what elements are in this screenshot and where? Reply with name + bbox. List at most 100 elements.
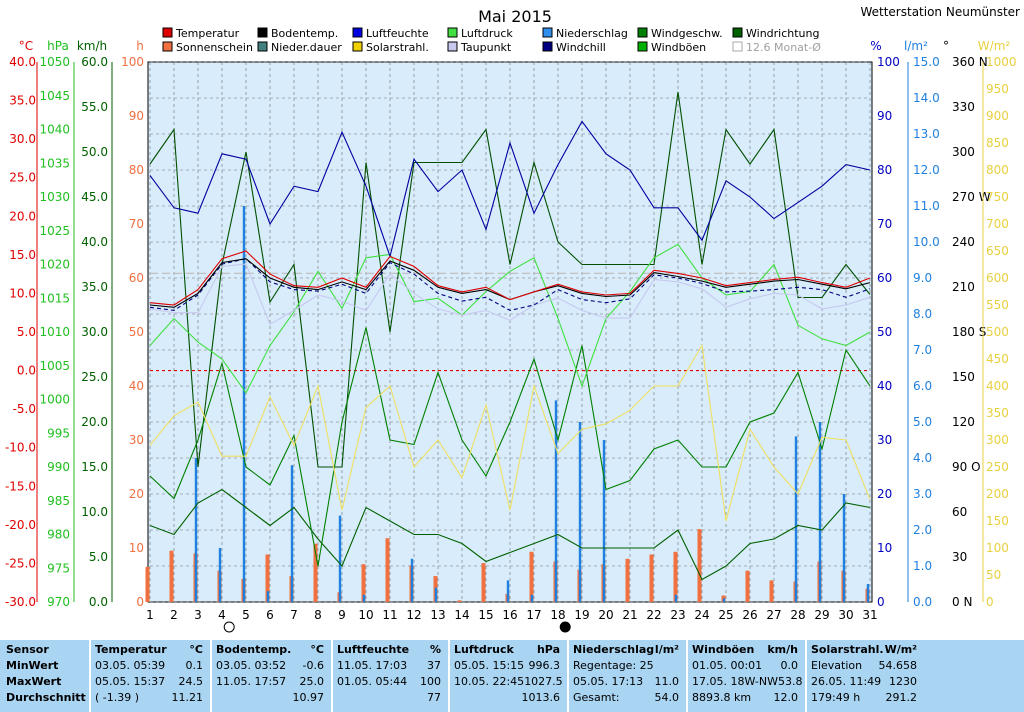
axis-tick-sunshine: 70 xyxy=(129,217,144,231)
summary-title: Luftfeuchte xyxy=(337,643,410,656)
summary-unit: hPa xyxy=(536,643,560,656)
axis-tick-pressure: 970 xyxy=(47,595,70,609)
axis-tick-direction: 360 N xyxy=(952,55,988,69)
summary-row: Elevation 54.658 xyxy=(811,658,917,674)
summary-cell-value: 24.5 xyxy=(178,675,204,688)
axis-tick-pressure: 995 xyxy=(47,426,70,440)
rain-bar xyxy=(722,598,726,602)
axis-tick-wind: 40.0 xyxy=(81,235,108,249)
axis-tick-humidity: 50 xyxy=(877,325,892,339)
rain-bar xyxy=(362,594,366,602)
axis-tick-wind: 45.0 xyxy=(81,190,108,204)
summary-cell-left: Regentage: 25 xyxy=(573,659,654,672)
summary-cell-value: 37 xyxy=(427,659,441,672)
x-tick-label: 2 xyxy=(170,608,178,622)
summary-cell-left: 26.05. 11:49 xyxy=(811,675,882,688)
summary-row: Regentage: 25 xyxy=(573,658,679,674)
legend-swatch xyxy=(352,27,363,38)
axis-tick-wind: 25.0 xyxy=(81,370,108,384)
axis-tick-wind: 30.0 xyxy=(81,325,108,339)
axis-tick-solar: 400 xyxy=(986,379,1009,393)
axis-tick-humidity: 20 xyxy=(877,487,892,501)
summary-cell-value: 0.0 xyxy=(780,659,799,672)
x-tick-label: 14 xyxy=(454,608,469,622)
summary-cell-value: 77 xyxy=(427,691,441,704)
legend-label: Windgeschw. xyxy=(651,27,723,40)
summary-title: Windböen xyxy=(692,643,755,656)
legend-swatch xyxy=(352,41,363,52)
axis-tick-humidity: 60 xyxy=(877,271,892,285)
axis-tick-rain: 3.0 xyxy=(913,487,932,501)
row-label: Sensor xyxy=(6,643,49,656)
summary-cell-value: 1027.5 xyxy=(524,675,563,688)
axis-tick-direction: 270 W xyxy=(952,190,991,204)
axis-tick-temp: 10.0 xyxy=(9,286,36,300)
axis-tick-rain: 9.0 xyxy=(913,271,932,285)
rain-bar xyxy=(290,465,294,602)
sunshine-bar xyxy=(673,551,678,602)
legend-swatch xyxy=(637,27,648,38)
axis-tick-solar: 1000 xyxy=(986,55,1017,69)
axis-tick-pressure: 1050 xyxy=(39,55,70,69)
summary-cell-left: 17.05. 18W-NW xyxy=(692,675,778,688)
rain-bar xyxy=(434,587,438,602)
summary-cell-value: 12.0 xyxy=(773,691,799,704)
axis-tick-humidity: 10 xyxy=(877,541,892,555)
axis-tick-rain: 6.0 xyxy=(913,379,932,393)
axis-tick-direction: 330 xyxy=(952,100,975,114)
sunshine-bar xyxy=(361,564,366,602)
axis-tick-sunshine: 80 xyxy=(129,163,144,177)
x-tick-label: 16 xyxy=(502,608,517,622)
rain-bar xyxy=(242,206,246,602)
axis-tick-rain: 8.0 xyxy=(913,307,932,321)
axis-tick-solar: 250 xyxy=(986,460,1009,474)
axis-tick-wind: 5.0 xyxy=(89,550,108,564)
sunshine-bar xyxy=(145,566,150,602)
axis-tick-temp: 15.0 xyxy=(9,248,36,262)
summary-cell-left: Elevation xyxy=(811,659,863,672)
x-tick-label: 4 xyxy=(218,608,226,622)
summary-row: 03.05. 03:52 -0.6 xyxy=(216,658,324,674)
x-tick-label: 10 xyxy=(358,608,373,622)
axis-tick-rain: 11.0 xyxy=(913,199,940,213)
x-tick-label: 26 xyxy=(742,608,757,622)
summary-column: Solarstrahl. W/m² Elevation 54.658 26.05. 11… xyxy=(805,640,921,712)
rain-bar xyxy=(506,580,510,602)
row-label: Durchschnitt xyxy=(6,691,86,704)
axis-tick-solar: 850 xyxy=(986,136,1009,150)
grid xyxy=(149,61,871,603)
axis-tick-pressure: 1035 xyxy=(39,156,70,170)
legend-swatch xyxy=(732,27,743,38)
series-line-solarstrahl xyxy=(149,343,871,522)
axis-tick-sunshine: 10 xyxy=(129,541,144,555)
summary-cell-value: 53.8 xyxy=(778,675,803,688)
axis-tick-direction: 240 xyxy=(952,235,975,249)
summary-cell-value: 1230 xyxy=(889,675,917,688)
summary-unit: °C xyxy=(310,643,324,656)
rain-bar xyxy=(602,440,606,602)
axis-tick-pressure: 1020 xyxy=(39,258,70,272)
x-tick-label: 31 xyxy=(862,608,877,622)
summary-column-header: Solarstrahl. W/m² xyxy=(811,642,917,658)
summary-unit: °C xyxy=(189,643,203,656)
axis-label-direction: ° xyxy=(943,39,949,53)
summary-row-labels: Sensor MinWert MaxWert Durchschnitt xyxy=(2,640,86,712)
sunshine-bar xyxy=(529,551,534,602)
x-tick-label: 30 xyxy=(838,608,853,622)
series-line-windchill xyxy=(149,258,871,311)
axis-tick-humidity: 30 xyxy=(877,433,892,447)
station-name: Wetterstation Neumünster xyxy=(860,5,1020,19)
summary-cell-value: 11.0 xyxy=(654,675,680,688)
x-tick-label: 21 xyxy=(622,608,637,622)
axis-tick-direction: 300 xyxy=(952,145,975,159)
axis-tick-rain: 10.0 xyxy=(913,235,940,249)
axis-label-humidity: % xyxy=(870,39,881,53)
summary-row: 05.05. 17:13 11.0 xyxy=(573,674,679,690)
rain-bar xyxy=(218,548,222,602)
summary-cell-left: 11.05. 17:57 xyxy=(216,675,287,688)
summary-unit: km/h xyxy=(767,643,798,656)
axis-tick-wind: 10.0 xyxy=(81,505,108,519)
legend-swatch xyxy=(162,27,173,38)
summary-cell-left: 01.05. 00:01 xyxy=(692,659,763,672)
axis-tick-pressure: 985 xyxy=(47,494,70,508)
